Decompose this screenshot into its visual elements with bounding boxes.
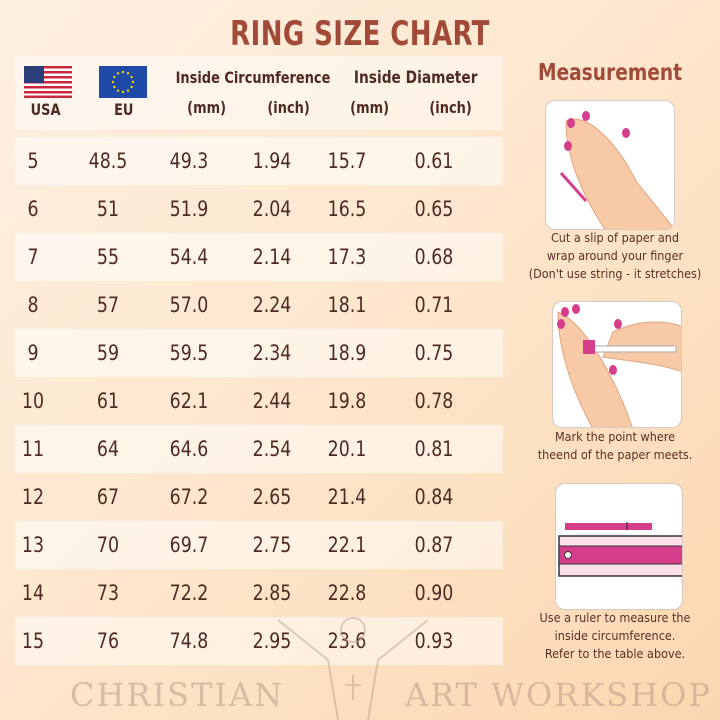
- eu-label: EU: [114, 100, 134, 119]
- table-cell: 18.9: [327, 341, 367, 365]
- table-row: 8 57 57.0 2.24 18.1 0.71: [15, 281, 503, 329]
- table-cell: 48.5: [88, 149, 128, 173]
- usa-flag-icon: [24, 66, 72, 98]
- table-cell: 0.65: [414, 197, 454, 221]
- table-cell: 64: [96, 437, 120, 461]
- table-cell: 49.3: [169, 149, 209, 173]
- table-cell: 2.24: [252, 293, 292, 317]
- usa-label: USA: [30, 100, 61, 119]
- table-cell: 18.1: [327, 293, 367, 317]
- table-cell: 0.75: [414, 341, 454, 365]
- table-cell: 76: [96, 629, 120, 653]
- table-cell: 59: [96, 341, 120, 365]
- table-row: 11 64 64.6 2.54 20.1 0.81: [15, 425, 503, 473]
- table-cell: 0.87: [414, 533, 454, 557]
- table-cell: 0.90: [414, 581, 454, 605]
- table-row: 9 59 59.5 2.34 18.9 0.75: [15, 329, 503, 377]
- table-cell: 2.85: [252, 581, 292, 605]
- table-cell: 73: [96, 581, 120, 605]
- table-cell: 1.94: [252, 149, 292, 173]
- table-cell: 11: [21, 437, 45, 461]
- table-cell: 16.5: [327, 197, 367, 221]
- step-1-caption: Cut a slip of paper and wrap around your …: [528, 230, 702, 281]
- table-cell: 74.8: [169, 629, 209, 653]
- table-cell: 2.65: [252, 485, 292, 509]
- table-cell: 0.81: [414, 437, 454, 461]
- table-cell: 0.71: [414, 293, 454, 317]
- circumference-label: Inside Circumference: [175, 68, 331, 87]
- ruler-illustration: [555, 483, 683, 610]
- table-cell: 17.3: [327, 245, 367, 269]
- watermark-right: ART WORKSHOP: [405, 676, 712, 714]
- mm-label: (mm): [350, 98, 389, 117]
- table-cell: 67.2: [169, 485, 209, 509]
- table-cell: 12: [21, 485, 45, 509]
- table-row: 7 55 54.4 2.14 17.3 0.68: [15, 233, 503, 281]
- table-cell: 57: [96, 293, 120, 317]
- table-cell: 20.1: [327, 437, 367, 461]
- table-cell: 2.04: [252, 197, 292, 221]
- table-cell: 2.75: [252, 533, 292, 557]
- table-row: 10 61 62.1 2.44 19.8 0.78: [15, 377, 503, 425]
- inch-label: (inch): [429, 98, 472, 117]
- table-header: USA EU Inside Circumference Inside Diame…: [15, 56, 503, 130]
- table-cell: 22.8: [327, 581, 367, 605]
- table-cell: 15.7: [327, 149, 367, 173]
- table-row: 14 73 72.2 2.85 22.8 0.90: [15, 569, 503, 617]
- mark-paper-illustration: [552, 301, 682, 428]
- table-cell: 62.1: [169, 389, 209, 413]
- table-cell: 2.34: [252, 341, 292, 365]
- table-cell: 14: [21, 581, 45, 605]
- table-cell: 0.68: [414, 245, 454, 269]
- table-row: 12 67 67.2 2.65 21.4 0.84: [15, 473, 503, 521]
- table-cell: 5: [27, 149, 39, 173]
- table-cell: 61: [96, 389, 120, 413]
- step-2-caption: Mark the point where theend of the paper …: [537, 429, 693, 462]
- table-cell: 69.7: [169, 533, 209, 557]
- table-cell: 2.95: [252, 629, 292, 653]
- table-cell: 51: [96, 197, 120, 221]
- table-cell: 51.9: [169, 197, 209, 221]
- table-cell: 21.4: [327, 485, 367, 509]
- table-cell: 57.0: [169, 293, 209, 317]
- table-cell: 64.6: [169, 437, 209, 461]
- inch-label: (inch): [267, 98, 310, 117]
- mm-label: (mm): [187, 98, 226, 117]
- table-cell: 70: [96, 533, 120, 557]
- table-cell: 10: [21, 389, 45, 413]
- measurement-title: Measurement: [537, 60, 683, 86]
- table-cell: 8: [27, 293, 39, 317]
- table-cell: 59.5: [169, 341, 209, 365]
- eu-flag-icon: [99, 66, 147, 98]
- table-cell: 67: [96, 485, 120, 509]
- watermark-logo-icon: [277, 617, 429, 720]
- table-cell: 72.2: [169, 581, 209, 605]
- table-cell: 2.44: [252, 389, 292, 413]
- table-cell: 0.84: [414, 485, 454, 509]
- table-cell: 0.93: [414, 629, 454, 653]
- table-cell: 19.8: [327, 389, 367, 413]
- wrap-finger-illustration: [545, 100, 675, 230]
- table-cell: 2.54: [252, 437, 292, 461]
- table-row: 6 51 51.9 2.04 16.5 0.65: [15, 185, 503, 233]
- table-cell: 55: [96, 245, 120, 269]
- table-cell: 0.61: [414, 149, 454, 173]
- table-cell: 13: [21, 533, 45, 557]
- table-cell: 0.78: [414, 389, 454, 413]
- table-row: 5 48.5 49.3 1.94 15.7 0.61: [15, 137, 503, 185]
- table-cell: 6: [27, 197, 39, 221]
- step-3-caption: Use a ruler to measure the inside circumf…: [539, 610, 691, 661]
- watermark-left: CHRISTIAN: [70, 676, 285, 714]
- table-cell: 9: [27, 341, 39, 365]
- table-cell: 22.1: [327, 533, 367, 557]
- table-cell: 2.14: [252, 245, 292, 269]
- page-title: RING SIZE CHART: [230, 14, 490, 54]
- table-cell: 7: [27, 245, 39, 269]
- table-cell: 15: [21, 629, 45, 653]
- diameter-label: Inside Diameter: [353, 68, 478, 88]
- table-row: 13 70 69.7 2.75 22.1 0.87: [15, 521, 503, 569]
- table-cell: 54.4: [169, 245, 209, 269]
